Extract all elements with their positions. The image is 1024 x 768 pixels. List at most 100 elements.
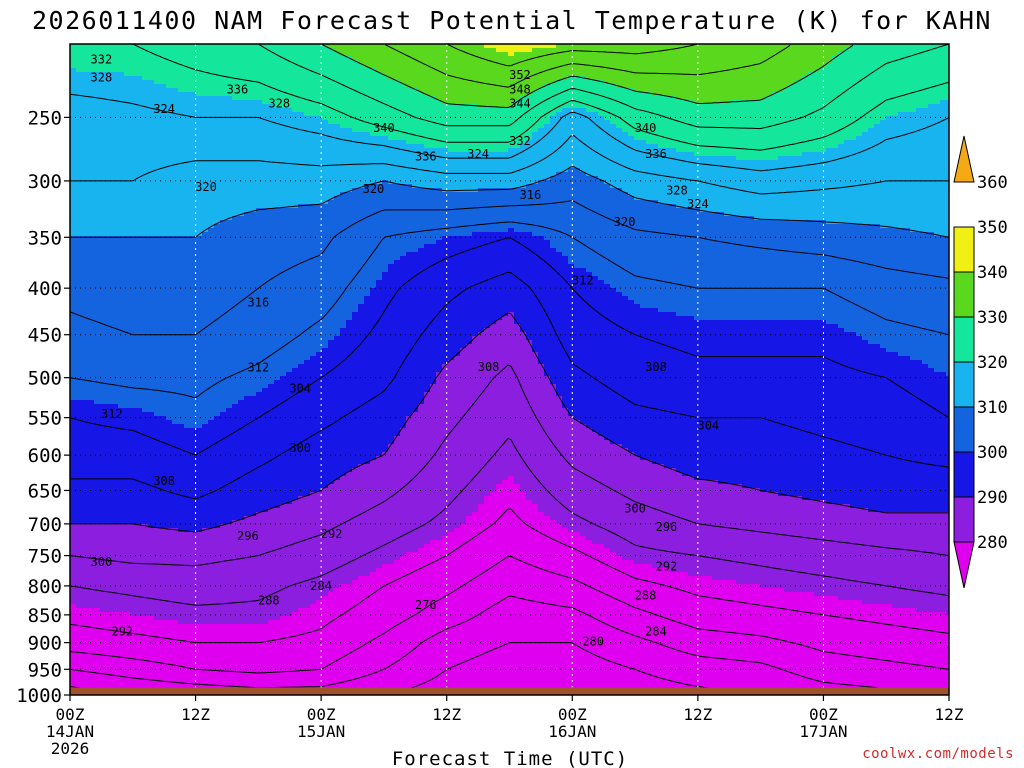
theta-cell [196, 104, 203, 109]
theta-cell [70, 360, 77, 365]
theta-cell [76, 48, 83, 53]
theta-cell [244, 680, 251, 685]
theta-cell [70, 612, 77, 617]
theta-cell [124, 408, 131, 413]
theta-cell [238, 508, 245, 513]
theta-cell [178, 196, 185, 201]
theta-cell [238, 52, 245, 57]
theta-cell [154, 552, 161, 557]
theta-cell [130, 600, 137, 605]
theta-cell [70, 200, 77, 205]
theta-cell [226, 144, 233, 149]
theta-cell [190, 304, 197, 309]
theta-cell [178, 68, 185, 73]
theta-cell [130, 304, 137, 309]
theta-cell [166, 276, 173, 281]
theta-cell [184, 476, 191, 481]
theta-cell [232, 608, 239, 613]
theta-cell [208, 48, 215, 53]
theta-cell [166, 456, 173, 461]
theta-cell [118, 128, 125, 133]
theta-cell [244, 464, 251, 469]
theta-cell [82, 568, 89, 573]
theta-cell [88, 544, 95, 549]
theta-cell [208, 472, 215, 477]
theta-cell [112, 364, 119, 369]
theta-cell [148, 516, 155, 521]
theta-cell [94, 248, 101, 253]
theta-cell [82, 468, 89, 473]
theta-cell [238, 336, 245, 341]
theta-cell [214, 244, 221, 249]
theta-cell [82, 308, 89, 313]
theta-cell [142, 176, 149, 181]
theta-cell [196, 568, 203, 573]
theta-cell [82, 512, 89, 517]
theta-cell [142, 344, 149, 349]
theta-cell [232, 616, 239, 621]
theta-cell [124, 160, 131, 165]
theta-cell [190, 652, 197, 657]
theta-cell [184, 536, 191, 541]
theta-cell [196, 632, 203, 637]
theta-cell [250, 252, 257, 257]
theta-cell [124, 460, 131, 465]
theta-cell [106, 448, 113, 453]
theta-cell [112, 244, 119, 249]
theta-cell [70, 468, 77, 473]
theta-cell [208, 252, 215, 257]
theta-cell [124, 320, 131, 325]
theta-cell [70, 224, 77, 229]
theta-cell [88, 232, 95, 237]
theta-cell [172, 648, 179, 653]
theta-cell [172, 116, 179, 121]
theta-cell [130, 500, 137, 505]
theta-cell [166, 588, 173, 593]
theta-cell [136, 280, 143, 285]
theta-cell [160, 148, 167, 153]
theta-cell [250, 436, 257, 441]
theta-cell [76, 548, 83, 553]
theta-cell [250, 144, 257, 149]
theta-cell [100, 504, 107, 509]
theta-cell [196, 620, 203, 625]
theta-cell [142, 144, 149, 149]
theta-cell [226, 468, 233, 473]
theta-cell [100, 248, 107, 253]
theta-cell [76, 300, 83, 305]
theta-cell [172, 676, 179, 681]
theta-cell [100, 544, 107, 549]
theta-cell [88, 196, 95, 201]
theta-cell [232, 120, 239, 125]
theta-cell [244, 448, 251, 453]
theta-cell [178, 352, 185, 357]
theta-cell [226, 476, 233, 481]
theta-cell [100, 136, 107, 141]
theta-cell [238, 400, 245, 405]
theta-cell [214, 84, 221, 89]
theta-cell [94, 168, 101, 173]
theta-cell [202, 240, 209, 245]
theta-cell [166, 128, 173, 133]
theta-cell [160, 460, 167, 465]
theta-cell [82, 140, 89, 145]
theta-cell [196, 652, 203, 657]
theta-cell [154, 320, 161, 325]
theta-cell [118, 160, 125, 165]
theta-cell [184, 408, 191, 413]
theta-cell [226, 496, 233, 501]
theta-cell [172, 468, 179, 473]
theta-cell [112, 300, 119, 305]
theta-cell [184, 428, 191, 433]
theta-cell [250, 64, 257, 69]
theta-cell [178, 300, 185, 305]
theta-cell [148, 220, 155, 225]
theta-cell [82, 124, 89, 129]
theta-cell [70, 420, 77, 425]
theta-cell [88, 340, 95, 345]
theta-cell [250, 92, 257, 97]
theta-cell [154, 140, 161, 145]
theta-cell [148, 488, 155, 493]
theta-cell [106, 196, 113, 201]
theta-cell [166, 620, 173, 625]
